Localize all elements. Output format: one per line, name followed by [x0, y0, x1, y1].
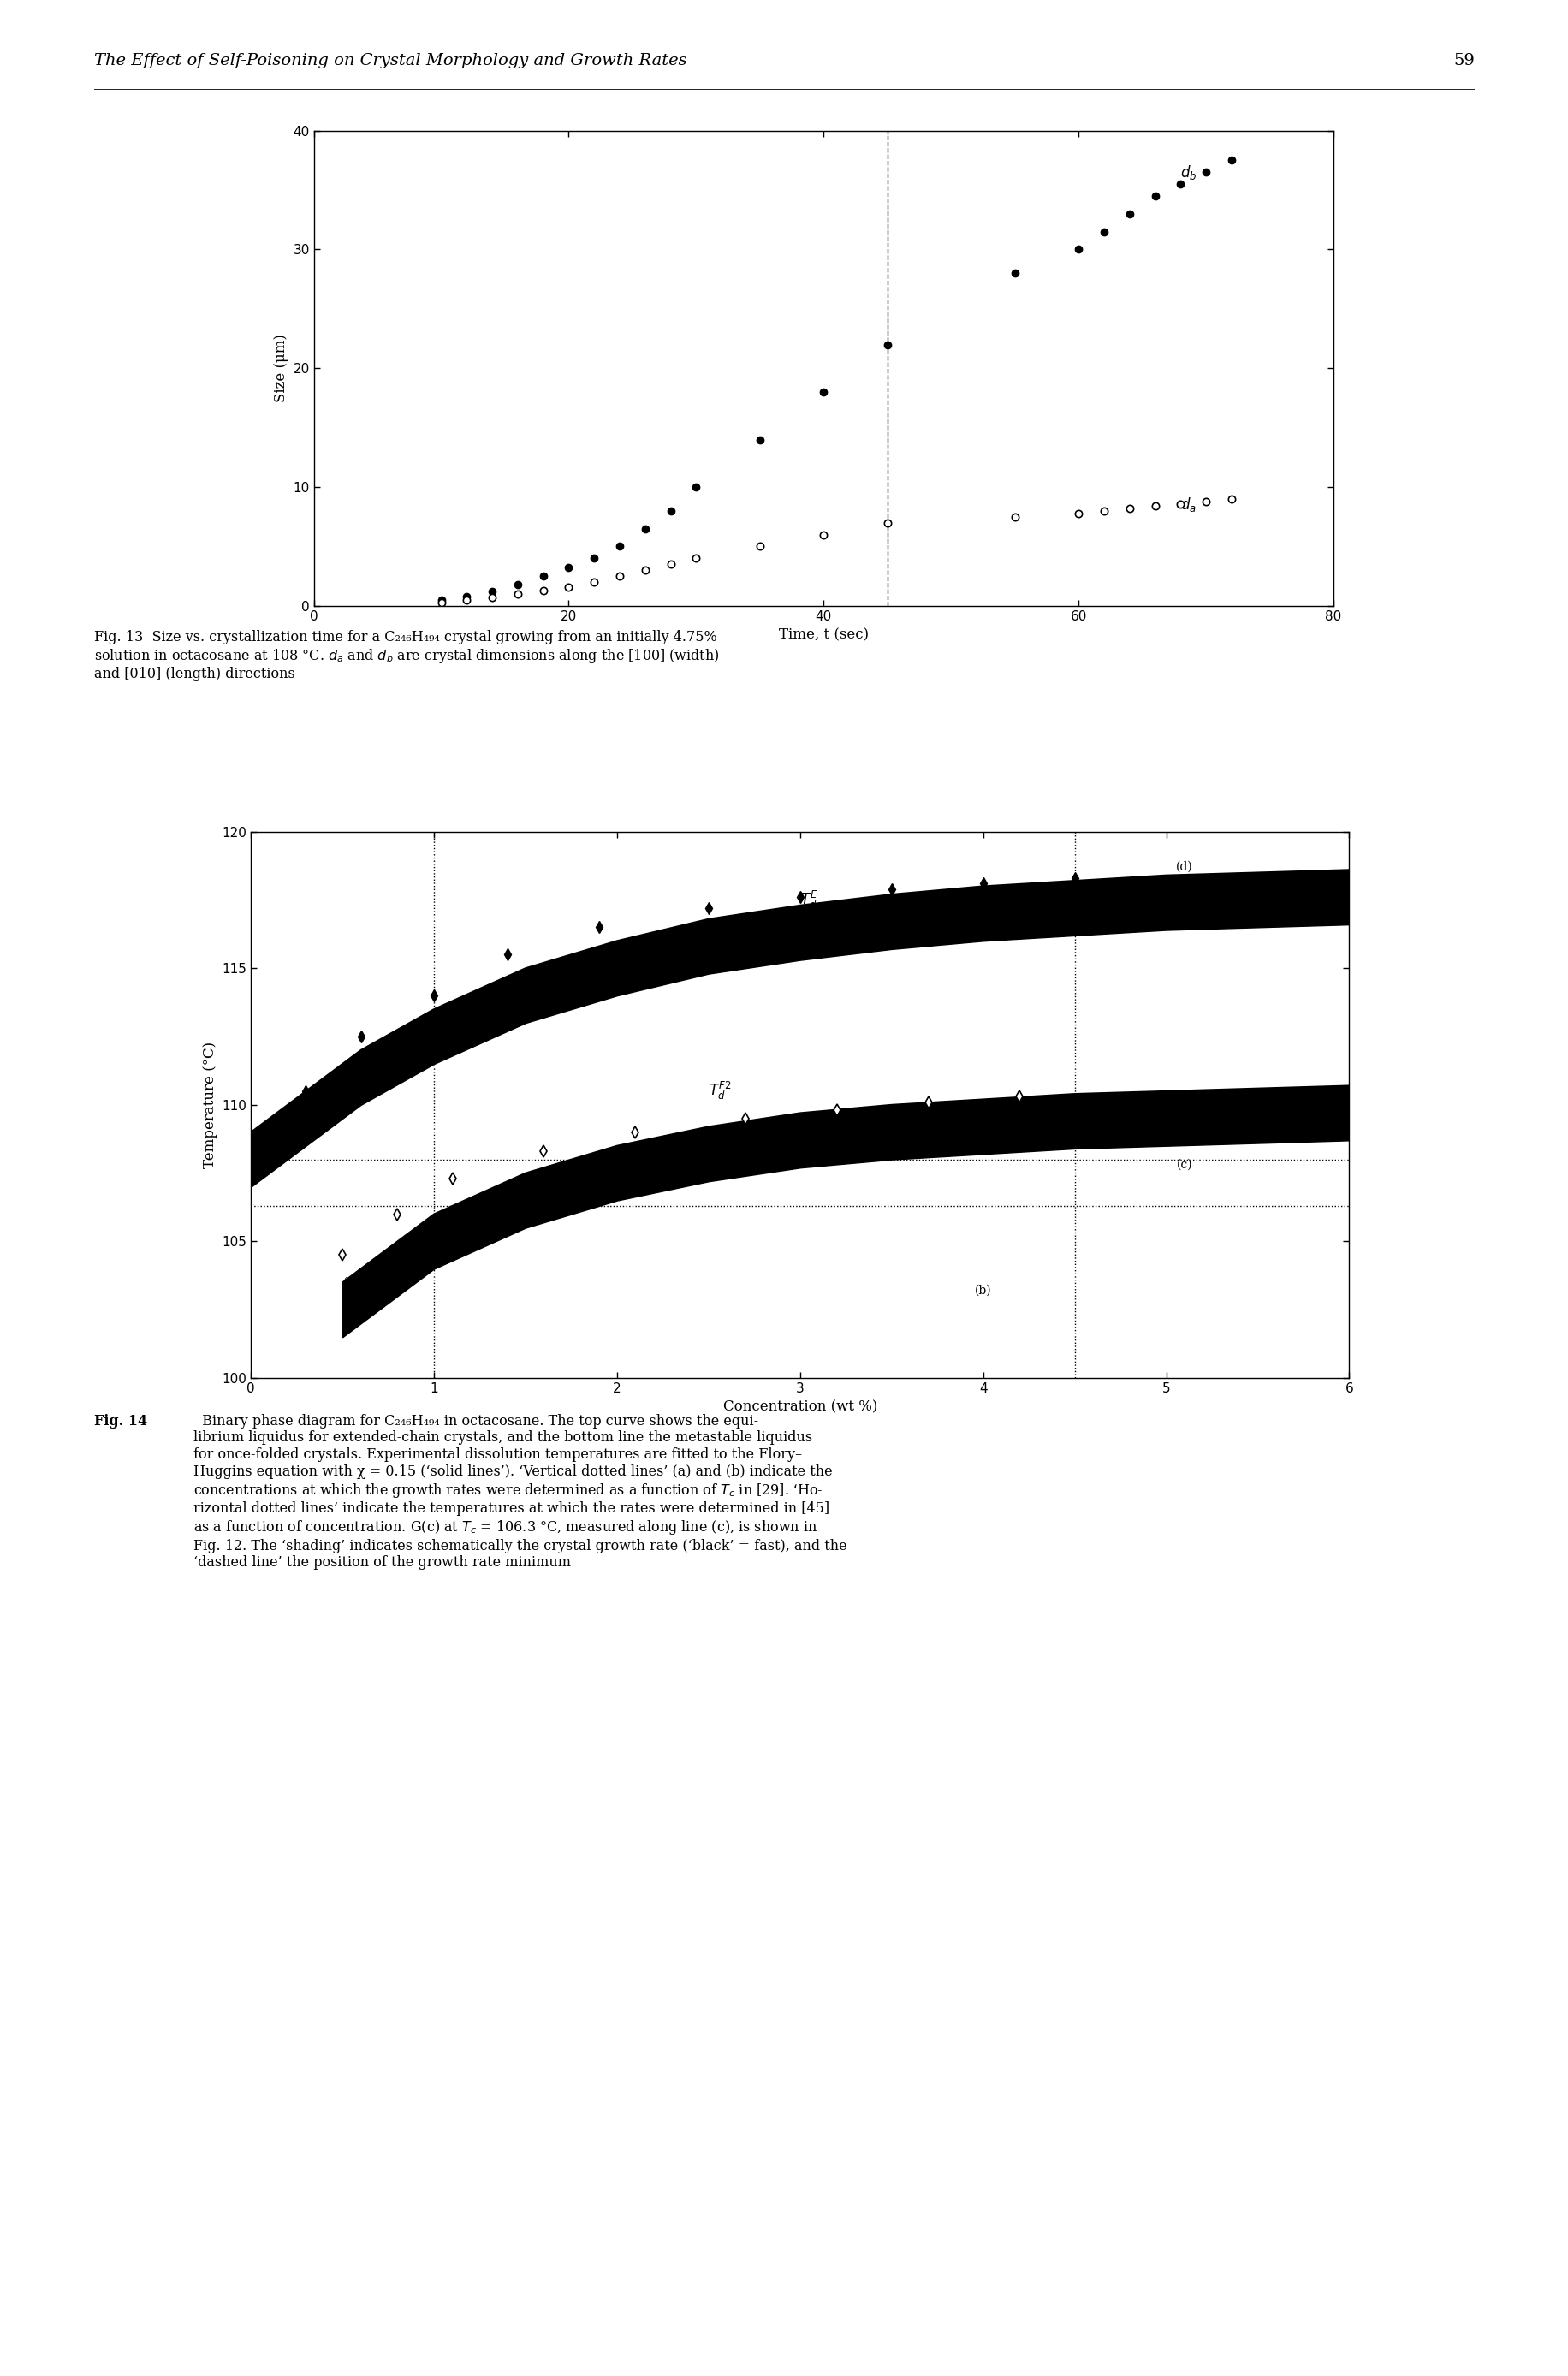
- Text: (b): (b): [974, 1285, 991, 1297]
- Text: (d): (d): [1176, 860, 1192, 872]
- Text: Binary phase diagram for C₂₄₆H₄₉₄ in octacosane. The top curve shows the equi-
l: Binary phase diagram for C₂₄₆H₄₉₄ in oct…: [193, 1414, 847, 1571]
- X-axis label: Concentration (wt %): Concentration (wt %): [723, 1399, 877, 1414]
- Text: 59: 59: [1452, 52, 1474, 69]
- X-axis label: Time, t (sec): Time, t (sec): [778, 627, 869, 642]
- Text: $d_b$: $d_b$: [1181, 164, 1196, 181]
- Text: $d_a$: $d_a$: [1181, 497, 1196, 513]
- Y-axis label: Temperature (°C): Temperature (°C): [202, 1041, 218, 1169]
- Text: F2: F2: [751, 1247, 775, 1262]
- Text: $T_d^E$: $T_d^E$: [800, 889, 817, 910]
- Text: The Effect of Self-Poisoning on Crystal Morphology and Growth Rates: The Effect of Self-Poisoning on Crystal …: [94, 52, 687, 69]
- Text: Fig. 14: Fig. 14: [94, 1414, 147, 1428]
- Text: Fig. 13  Size vs. crystallization time for a C₂₄₆H₄₉₄ crystal growing from an in: Fig. 13 Size vs. crystallization time fo…: [94, 630, 720, 682]
- Y-axis label: Size (μm): Size (μm): [273, 335, 289, 402]
- Text: $T_d^{F2}$: $T_d^{F2}$: [709, 1081, 731, 1102]
- Text: (c): (c): [1176, 1159, 1192, 1171]
- Text: E: E: [574, 1029, 586, 1043]
- Text: (a): (a): [343, 1276, 359, 1288]
